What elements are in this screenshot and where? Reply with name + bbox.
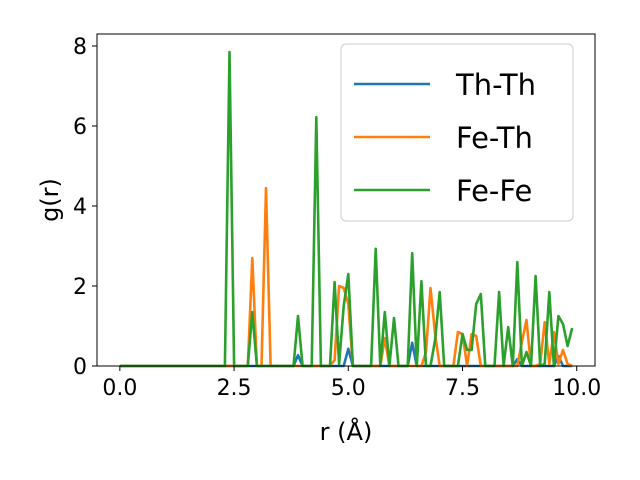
x-tick-label: 2.5 — [217, 376, 252, 401]
y-axis: 0 2 4 6 8 — [73, 35, 97, 380]
x-tick-label: 10.0 — [552, 376, 601, 401]
y-axis-label: g(r) — [36, 178, 64, 222]
y-tick-label: 2 — [73, 275, 87, 300]
legend: Th-Th Fe-Th Fe-Fe — [340, 43, 574, 222]
x-tick-label: 7.5 — [445, 376, 480, 401]
y-tick-label: 6 — [73, 115, 87, 140]
x-axis-label: r (Å) — [320, 417, 373, 446]
y-tick-label: 8 — [73, 35, 87, 60]
x-tick-label: 5.0 — [331, 376, 366, 401]
x-axis: 0.0 2.5 5.0 7.5 10.0 — [102, 366, 601, 401]
plot-frame — [96, 33, 596, 367]
legend-label-fe-th: Fe-Th — [456, 121, 533, 155]
x-tick-label: 0.0 — [102, 376, 137, 401]
legend-label-fe-fe: Fe-Fe — [456, 174, 532, 208]
legend-label-th-th: Th-Th — [455, 68, 536, 102]
y-tick-label: 4 — [73, 195, 87, 220]
legend-box — [340, 43, 574, 222]
y-tick-label: 0 — [73, 355, 87, 380]
